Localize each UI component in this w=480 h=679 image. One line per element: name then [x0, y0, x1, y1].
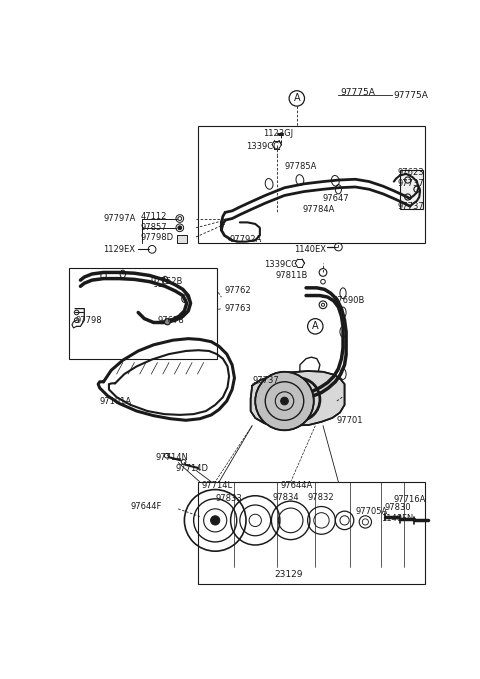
Text: 23129: 23129 [274, 570, 302, 579]
Bar [177, 236, 188, 243]
Bar [198, 482, 425, 583]
Text: 97644F: 97644F [131, 502, 162, 511]
Text: A: A [312, 321, 319, 331]
Circle shape [178, 226, 182, 230]
Text: 97716A: 97716A [394, 495, 426, 504]
Text: 1140FN: 1140FN [381, 514, 413, 524]
Text: 97763: 97763 [225, 304, 251, 313]
Text: 97775A: 97775A [340, 88, 375, 97]
Text: 97737: 97737 [398, 179, 424, 187]
Text: 97737: 97737 [252, 375, 279, 385]
Text: 97644A: 97644A [281, 481, 313, 490]
Text: 47112: 47112 [141, 212, 167, 221]
Text: 97678: 97678 [157, 316, 184, 325]
Text: 97792A: 97792A [229, 235, 261, 244]
Text: 97690B: 97690B [332, 297, 365, 306]
Text: 97811B: 97811B [275, 271, 308, 280]
Circle shape [255, 372, 314, 430]
Text: 97797A: 97797A [104, 214, 136, 223]
Text: 97857: 97857 [141, 223, 167, 232]
Bar [69, 268, 217, 359]
Text: 97798D: 97798D [141, 232, 174, 242]
Text: 97714D: 97714D [175, 464, 208, 473]
Bar [400, 170, 423, 208]
Circle shape [281, 397, 288, 405]
Text: 97714L: 97714L [201, 481, 232, 490]
Text: 97101A: 97101A [100, 397, 132, 405]
Text: 97832: 97832 [308, 493, 334, 502]
Text: 97834: 97834 [273, 493, 300, 502]
Text: 97775A: 97775A [394, 91, 429, 100]
Text: 97623: 97623 [398, 168, 424, 177]
Text: 97833: 97833 [215, 494, 242, 503]
Text: 97737: 97737 [398, 202, 424, 210]
Circle shape [164, 318, 170, 325]
Bar [198, 126, 425, 243]
Text: 97701: 97701 [337, 416, 363, 425]
Text: 1123GJ: 1123GJ [263, 129, 293, 139]
Text: 1140EX: 1140EX [295, 245, 326, 254]
Text: 97785A: 97785A [285, 162, 317, 170]
Text: 97830: 97830 [384, 502, 411, 512]
Text: 97762: 97762 [225, 287, 251, 295]
Text: 97705A: 97705A [355, 507, 387, 515]
Text: 97784A: 97784A [303, 205, 336, 214]
Polygon shape [251, 371, 345, 426]
Text: 97714N: 97714N [155, 453, 188, 462]
Text: 1339CC: 1339CC [246, 142, 279, 151]
Text: 97798: 97798 [75, 316, 102, 325]
Text: A: A [293, 94, 300, 103]
Text: 97647: 97647 [323, 194, 349, 203]
Text: 1339CC: 1339CC [264, 260, 298, 270]
Text: 1129EX: 1129EX [104, 245, 135, 254]
Text: 97752B: 97752B [151, 277, 183, 286]
Circle shape [211, 516, 220, 525]
